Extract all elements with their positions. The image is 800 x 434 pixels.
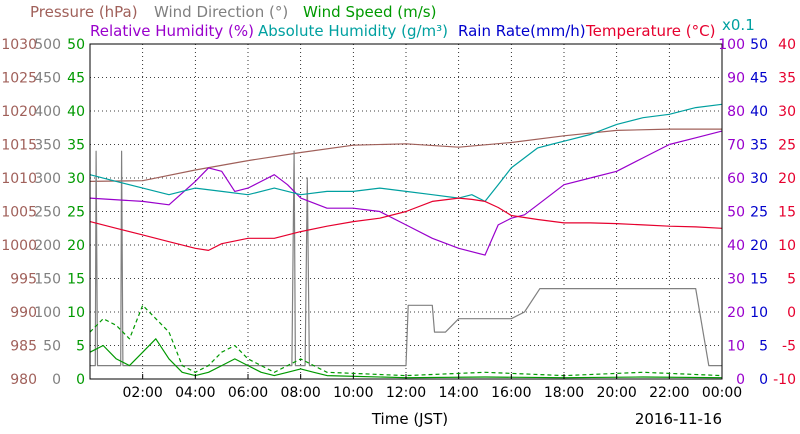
x-axis-label: Time (JST) (371, 410, 448, 428)
y-tick-label: 400 (34, 104, 61, 120)
legend-entry: x0.1 (722, 16, 755, 34)
x-axis-ticks: 02:00 04:00 06:00 08:00 10:00 12:00 14:00 16:00… (122, 374, 742, 401)
y-tick-label: 0 (52, 372, 61, 388)
y-tick-label: 40 (778, 37, 796, 53)
y-tick-label: 25 (67, 205, 85, 221)
y-tick-label: 25 (778, 138, 796, 154)
y-tick-label: 1000 (1, 238, 37, 254)
legend: Pressure (hPa) Wind Direction (°) Wind Spe… (30, 3, 755, 40)
y-tick-label: 80 (727, 104, 745, 120)
y-tick-label: 300 (34, 171, 61, 187)
y-tick-label: 500 (34, 37, 61, 53)
legend-entry: Relative Humidity (%) (90, 22, 254, 40)
y-tick-label: 10 (727, 339, 745, 355)
y-tick-label: 30 (727, 272, 745, 288)
y-tick-label: 40 (727, 238, 745, 254)
y-tick-label: 0 (759, 372, 768, 388)
y-tick-label: 30 (750, 171, 768, 187)
legend-entry: Wind Speed (m/s) (303, 3, 436, 21)
series-line (89, 304, 723, 377)
x-tick-label: 08:00 (280, 385, 320, 401)
x-tick-label: 12:00 (386, 385, 426, 401)
x-tick-label: 16:00 (491, 385, 531, 401)
date-label: 2016-11-16 (635, 410, 722, 428)
x-tick-label: 02:00 (122, 385, 162, 401)
y-tick-label: 980 (10, 372, 37, 388)
y-tick-label: 50 (43, 339, 61, 355)
y-tick-label: 150 (34, 272, 61, 288)
y-tick-label: 1025 (1, 71, 37, 87)
y-tick-label: 35 (778, 71, 796, 87)
series-line (89, 197, 723, 251)
y-tick-label: 5 (759, 339, 768, 355)
y-tick-label: 100 (34, 305, 61, 321)
y-tick-label: 1005 (1, 205, 37, 221)
y-tick-label: 70 (727, 138, 745, 154)
y-tick-label: 30 (67, 171, 85, 187)
y-tick-label: 10 (67, 305, 85, 321)
y-tick-label: 50 (727, 205, 745, 221)
y-tick-label: 25 (750, 205, 768, 221)
y-tick-label: 20 (727, 305, 745, 321)
y-tick-label: 40 (67, 104, 85, 120)
series-line (90, 150, 722, 367)
y-tick-label: 0 (76, 372, 85, 388)
y-tick-label: 50 (67, 37, 85, 53)
y-tick-label: 40 (750, 104, 768, 120)
x-tick-label: 20:00 (596, 385, 636, 401)
y-tick-label: 35 (67, 138, 85, 154)
legend-entry: Pressure (hPa) (30, 3, 138, 21)
y-axis-ticks: 1030102510201015101010051000995990985980… (1, 37, 796, 388)
x-tick-label: 22:00 (649, 385, 689, 401)
x-tick-label: 06:00 (228, 385, 268, 401)
x-tick-label: 10:00 (333, 385, 373, 401)
y-tick-label: 20 (750, 238, 768, 254)
y-tick-label: 0 (787, 305, 796, 321)
y-tick-label: 985 (10, 339, 37, 355)
y-tick-label: 15 (750, 272, 768, 288)
y-tick-label: 30 (778, 104, 796, 120)
y-tick-label: 10 (750, 305, 768, 321)
y-tick-label: 200 (34, 238, 61, 254)
y-tick-label: 990 (10, 305, 37, 321)
y-tick-label: 50 (750, 37, 768, 53)
y-tick-label: 0 (736, 372, 745, 388)
y-tick-label: 995 (10, 272, 37, 288)
series-layer (89, 103, 723, 379)
y-tick-label: -5 (782, 339, 796, 355)
y-tick-label: 45 (67, 71, 85, 87)
y-tick-label: 1015 (1, 138, 37, 154)
y-tick-label: 5 (76, 339, 85, 355)
y-tick-label: 1030 (1, 37, 37, 53)
y-tick-label: 100 (718, 37, 745, 53)
y-tick-label: 90 (727, 71, 745, 87)
legend-entry: Absolute Humidity (g/m³) (258, 22, 448, 40)
y-tick-label: 5 (787, 272, 796, 288)
y-tick-label: 15 (778, 205, 796, 221)
y-tick-label: 1010 (1, 171, 37, 187)
series-line (89, 128, 722, 182)
legend-entry: Rain Rate(mm/h) (458, 22, 586, 40)
y-tick-label: 15 (67, 272, 85, 288)
series-line (89, 130, 723, 256)
y-tick-label: 45 (750, 71, 768, 87)
y-tick-label: -10 (773, 372, 796, 388)
y-tick-label: 60 (727, 171, 745, 187)
series-line (89, 338, 723, 379)
y-tick-label: 10 (778, 238, 796, 254)
y-tick-label: 1020 (1, 104, 37, 120)
x-tick-label: 14:00 (438, 385, 478, 401)
x-tick-label: 00:00 (702, 385, 742, 401)
y-tick-label: 20 (67, 238, 85, 254)
legend-entry: Temperature (°C) (585, 22, 715, 40)
y-tick-label: 35 (750, 138, 768, 154)
y-tick-label: 450 (34, 71, 61, 87)
x-tick-label: 04:00 (175, 385, 215, 401)
y-tick-label: 350 (34, 138, 61, 154)
x-tick-label: 18:00 (544, 385, 584, 401)
legend-entry: Wind Direction (°) (154, 3, 288, 21)
y-tick-label: 20 (778, 171, 796, 187)
y-tick-label: 250 (34, 205, 61, 221)
